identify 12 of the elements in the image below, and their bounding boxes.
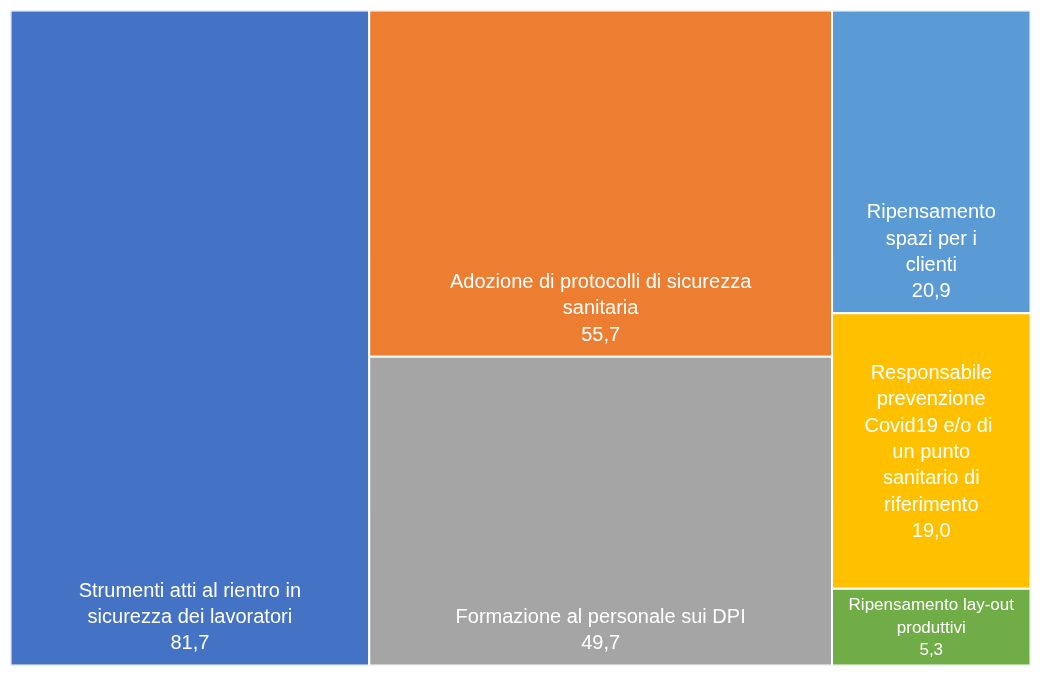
data-label: 19,0 — [911, 519, 951, 542]
category-label: Responsabile prevenzione Covid19 e/o di un punto sanitario di riferimento — [864, 360, 993, 515]
category-label: Strumenti atti al rientro in sicurezza dei lavoratori — [78, 578, 302, 628]
data-label: 55,7 — [581, 322, 621, 345]
data-label: 49,7 — [581, 631, 621, 654]
data-label: 81,7 — [170, 631, 210, 654]
category-label: Formazione al personale sui DPI — [455, 605, 746, 628]
data-label: 5,3 — [919, 640, 944, 660]
category-label: Ripensamento spazi per i clienti — [866, 200, 996, 275]
category-label: Adozione di protocolli di sicurezza sanitaria — [450, 269, 753, 319]
data-label: 20,9 — [911, 279, 951, 302]
category-label: Ripensamento lay-out produttivi — [848, 594, 1015, 637]
